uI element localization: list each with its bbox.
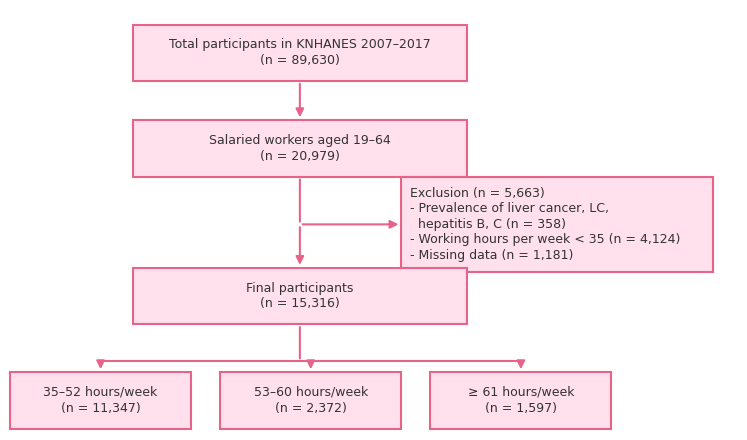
Text: 35–52 hours/week: 35–52 hours/week	[43, 386, 158, 399]
Text: 53–60 hours/week: 53–60 hours/week	[254, 386, 368, 399]
Text: - Prevalence of liver cancer, LC,: - Prevalence of liver cancer, LC,	[410, 202, 609, 215]
Text: Total participants in KNHANES 2007–2017: Total participants in KNHANES 2007–2017	[169, 38, 431, 51]
Text: Final participants: Final participants	[247, 282, 353, 295]
FancyBboxPatch shape	[430, 372, 612, 429]
FancyBboxPatch shape	[133, 268, 467, 324]
Text: (n = 89,630): (n = 89,630)	[260, 54, 340, 67]
FancyBboxPatch shape	[401, 176, 713, 272]
FancyBboxPatch shape	[10, 372, 191, 429]
Text: hepatitis B, C (n = 358): hepatitis B, C (n = 358)	[410, 218, 566, 231]
FancyBboxPatch shape	[220, 372, 401, 429]
FancyBboxPatch shape	[133, 120, 467, 176]
Text: ≥ 61 hours/week: ≥ 61 hours/week	[468, 386, 574, 399]
Text: Salaried workers aged 19–64: Salaried workers aged 19–64	[209, 134, 391, 147]
Text: (n = 1,597): (n = 1,597)	[485, 402, 557, 414]
Text: - Missing data (n = 1,181): - Missing data (n = 1,181)	[410, 249, 574, 262]
Text: (n = 20,979): (n = 20,979)	[260, 150, 340, 163]
Text: - Working hours per week < 35 (n = 4,124): - Working hours per week < 35 (n = 4,124…	[410, 234, 681, 246]
Text: (n = 11,347): (n = 11,347)	[61, 402, 140, 414]
Text: Exclusion (n = 5,663): Exclusion (n = 5,663)	[410, 187, 545, 200]
FancyBboxPatch shape	[133, 25, 467, 81]
Text: (n = 2,372): (n = 2,372)	[275, 402, 347, 414]
Text: (n = 15,316): (n = 15,316)	[260, 297, 340, 310]
